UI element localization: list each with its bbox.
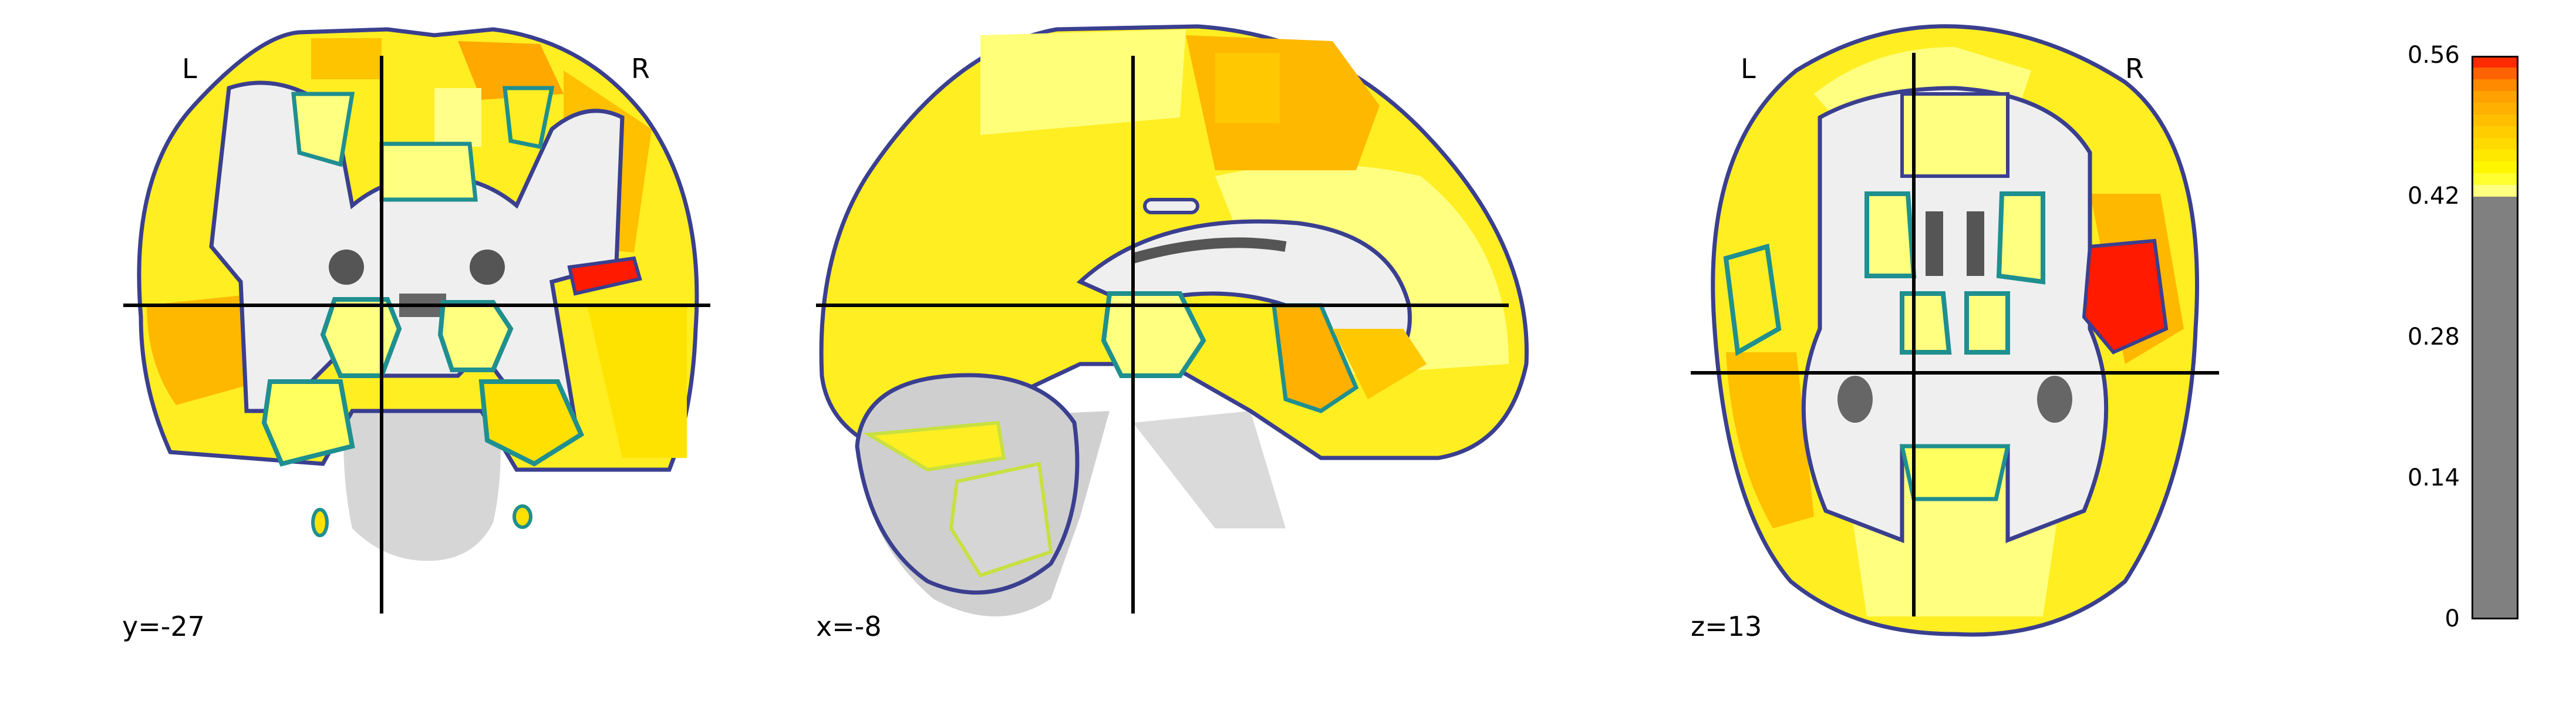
colorbar-segment (2472, 68, 2518, 80)
axial-view: L R z=13 (1679, 0, 2237, 701)
sagittal-coordinate-label: x=-8 (816, 611, 882, 642)
colorbar-tick-label: 0.56 (2407, 42, 2460, 69)
colorbar-segment (2472, 126, 2518, 139)
colorbar-gradient (2472, 56, 2518, 619)
coronal-left-label: L (182, 53, 197, 85)
colorbar-segment (2472, 79, 2518, 92)
colorbar-below-threshold (2472, 197, 2518, 619)
colorbar-segment (2472, 173, 2518, 186)
colorbar-segment (2472, 114, 2518, 127)
colorbar-tick-label: 0 (2444, 605, 2460, 632)
colorbar-segment (2472, 103, 2518, 115)
colorbar-frame (2472, 56, 2518, 619)
colorbar-segment (2472, 150, 2518, 162)
colorbar (2472, 56, 2518, 622)
coronal-brain-image (123, 27, 710, 614)
colorbar-tick-label: 0.42 (2407, 183, 2460, 210)
coronal-view: L R y=-27 (106, 0, 740, 701)
colorbar-segment (2472, 91, 2518, 103)
axial-left-label: L (1741, 53, 1756, 85)
colorbar-segment (2472, 138, 2518, 150)
axial-brain-image (1691, 24, 2219, 637)
colorbar-tick-label: 0.28 (2407, 323, 2460, 350)
colorbar-tick-label: 0.14 (2407, 464, 2460, 491)
coronal-coordinate-label: y=-27 (122, 611, 205, 642)
sagittal-brain-image (816, 24, 1529, 616)
sagittal-view: x=-8 (804, 0, 1567, 701)
axial-coordinate-label: z=13 (1691, 611, 1762, 642)
colorbar-segment (2472, 161, 2518, 174)
colorbar-segment (2472, 56, 2518, 68)
coronal-right-label: R (631, 53, 650, 85)
colorbar-segment (2472, 185, 2518, 197)
axial-right-label: R (2125, 53, 2144, 85)
